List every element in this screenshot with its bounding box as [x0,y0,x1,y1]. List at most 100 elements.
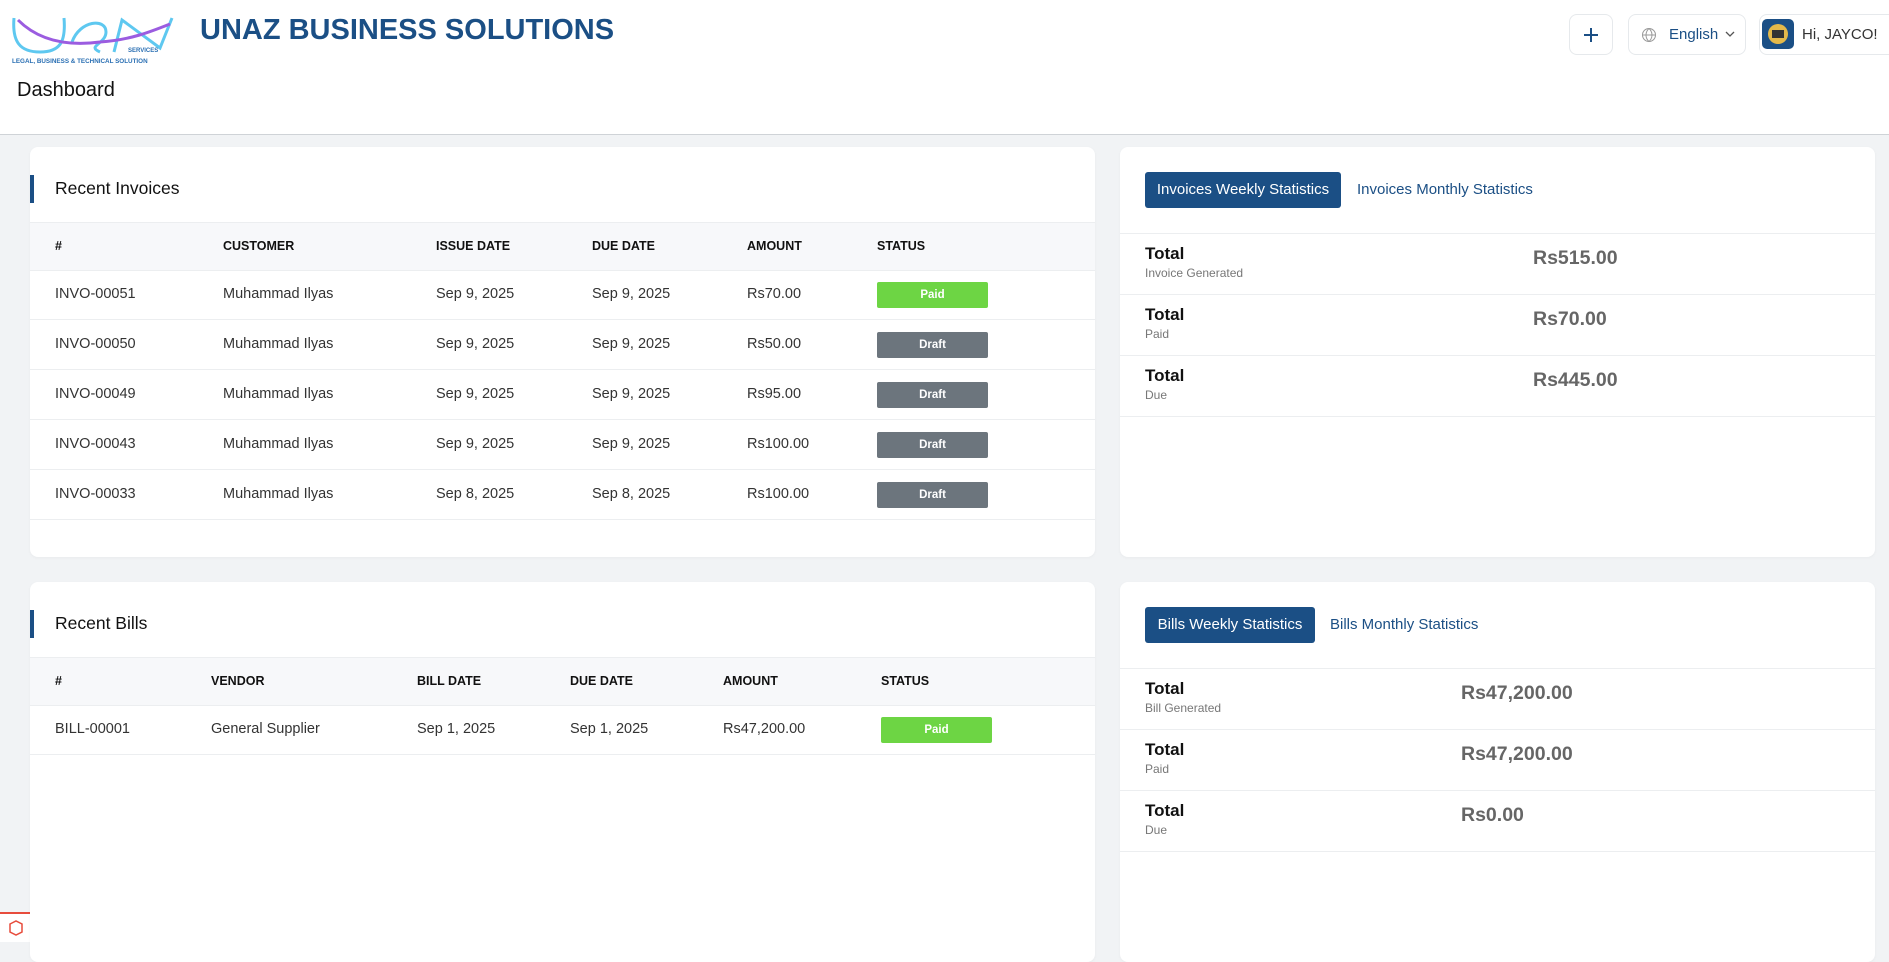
stat-row [1120,355,1875,417]
table-row[interactable] [30,420,1095,470]
table-cell: INVO-00050 [55,336,136,352]
stat-sub: Invoice Generated [1145,266,1244,280]
column-header: STATUS [881,674,930,688]
page-header: Dashboard [0,69,1889,135]
column-header: # [55,674,62,688]
table-row[interactable] [30,320,1095,370]
stat-sub: Paid [1145,762,1170,776]
table-cell: Muhammad Ilyas [223,486,334,502]
stat-sub: Due [1145,823,1168,837]
table-cell: Sep 9, 2025 [592,286,671,302]
tab[interactable]: Invoices Monthly Statistics [1357,181,1533,198]
stat-sub: Bill Generated [1145,701,1222,715]
table-cell: Sep 8, 2025 [592,486,671,502]
add-button[interactable] [1569,14,1613,55]
logo-sub: SERVICES [128,48,158,54]
table-card: Recent Invoices # CUSTOMER ISSUE DATE DUE DA… [30,147,1095,557]
table-cell: Rs95.00 [747,386,802,402]
table-cell: Sep 9, 2025 [592,386,671,402]
table-cell: Rs100.00 [747,436,810,452]
user-menu[interactable]: Hi, JAYCO! [1759,14,1889,55]
stat-value: Rs515.00 [1533,247,1618,269]
table-header [30,657,1095,706]
stat-value: Rs47,200.00 [1461,682,1573,704]
table-cell: Sep 9, 2025 [592,336,671,352]
table-row[interactable] [30,370,1095,420]
status-badge: Draft [877,432,988,458]
stat-sub: Paid [1145,327,1170,341]
table-cell: Rs70.00 [747,286,802,302]
stats-card: Invoices Weekly Statistics Invoices Month… [1120,147,1875,557]
stat-label: Total [1145,244,1185,263]
card-accent [30,610,34,638]
page-title: Dashboard [17,79,115,101]
tab-active[interactable]: Invoices Weekly Statistics [1145,172,1341,208]
table-cell: Muhammad Ilyas [223,286,334,302]
stats-card: Bills Weekly Statistics Bills Monthly Sta… [1120,582,1875,962]
language-label: English [1669,26,1719,43]
table-cell: Sep 9, 2025 [592,436,671,452]
table-cell: INVO-00043 [55,436,136,452]
status-badge: Paid [877,282,988,308]
table-header [30,222,1095,271]
stat-row [1120,790,1875,852]
logo[interactable]: SERVICES LEGAL, BUSINESS & TECHNICAL SOL… [10,12,174,66]
logo-tagline: LEGAL, BUSINESS & TECHNICAL SOLUTION [12,58,148,65]
table-cell: Sep 9, 2025 [436,286,515,302]
stat-label: Total [1145,305,1185,324]
status-badge: Draft [877,332,988,358]
table-cell: Rs100.00 [747,486,810,502]
table-row[interactable] [30,705,1095,755]
stat-row [1120,668,1875,729]
status-badge: Paid [881,717,992,743]
tab-active[interactable]: Bills Weekly Statistics [1145,607,1315,643]
table-row[interactable] [30,470,1095,520]
table-cell: Rs50.00 [747,336,802,352]
column-header: AMOUNT [747,239,802,253]
table-cell: Muhammad Ilyas [223,436,334,452]
card-title: Recent Bills [55,613,148,633]
table-cell: Rs47,200.00 [723,721,806,737]
stat-value: Rs0.00 [1461,804,1524,826]
column-header: AMOUNT [723,674,778,688]
column-header: # [55,239,62,253]
table-cell: Sep 1, 2025 [417,721,496,737]
table-cell: INVO-00051 [55,286,136,302]
column-header: DUE DATE [592,239,655,253]
table-cell: Sep 9, 2025 [436,386,515,402]
language-select[interactable]: English [1628,14,1746,55]
stat-row [1120,729,1875,790]
tab[interactable]: Bills Monthly Statistics [1330,616,1479,633]
table-cell: INVO-00049 [55,386,136,402]
greeting: Hi, JAYCO! [1802,26,1878,43]
column-header: VENDOR [211,674,265,688]
stat-label: Total [1145,801,1185,820]
stat-sub: Due [1145,388,1168,402]
status-badge: Draft [877,482,988,508]
stat-row [1120,294,1875,355]
table-cell: Sep 1, 2025 [570,721,649,737]
stat-label: Total [1145,740,1185,759]
table-cell: Muhammad Ilyas [223,336,334,352]
stat-label: Total [1145,366,1185,385]
table-cell: General Supplier [211,721,320,737]
column-header: ISSUE DATE [436,239,511,253]
stat-value: Rs47,200.00 [1461,743,1573,765]
top-bar: SERVICES LEGAL, BUSINESS & TECHNICAL SOL… [0,0,1889,69]
table-cell: INVO-00033 [55,486,136,502]
column-header: STATUS [877,239,926,253]
stat-value: Rs445.00 [1533,369,1618,391]
card-title: Recent Invoices [55,178,180,198]
table-cell: Muhammad Ilyas [223,386,334,402]
column-header: DUE DATE [570,674,633,688]
status-badge: Draft [877,382,988,408]
table-row[interactable] [30,270,1095,320]
stat-row [1120,233,1875,294]
stat-label: Total [1145,679,1185,698]
table-card: Recent Bills # VENDOR BILL DATE DUE DATE AMOU… [30,582,1095,962]
column-header: BILL DATE [417,674,482,688]
column-header: CUSTOMER [223,239,295,253]
table-cell: Sep 9, 2025 [436,336,515,352]
card-accent [30,175,34,203]
